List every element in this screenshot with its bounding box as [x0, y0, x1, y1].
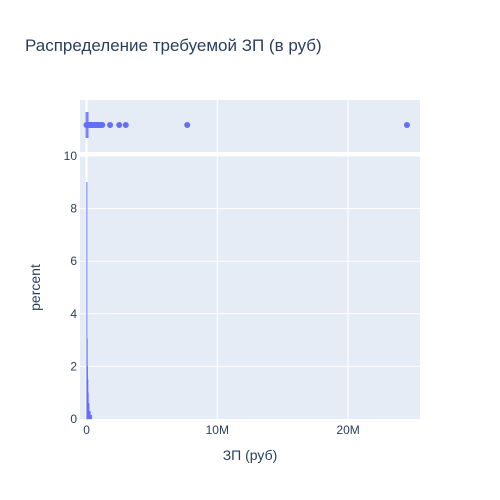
chart-title: Распределение требуемой ЗП (в руб) [25, 36, 322, 55]
histogram-bar [90, 414, 92, 420]
rug-point [184, 122, 191, 128]
rug-point [99, 122, 106, 128]
x-axis-title: ЗП (руб) [223, 447, 278, 463]
y-tick-label: 4 [70, 307, 77, 321]
rug-point [107, 122, 114, 128]
y-tick-label: 8 [70, 202, 77, 216]
x-tick-labels: 0 10M 20M [83, 423, 360, 437]
y-tick-label: 10 [64, 149, 78, 163]
rug-point [116, 122, 123, 128]
rug-points [83, 112, 410, 138]
marginal-rug-panel [80, 100, 420, 152]
histogram-plot-area [80, 156, 420, 419]
x-tick-label: 10M [206, 423, 229, 437]
y-tick-label: 0 [70, 412, 77, 426]
x-tick-label: 20M [336, 423, 359, 437]
y-tick-labels: 0 2 4 6 8 10 [64, 149, 78, 426]
rug-point [403, 122, 410, 128]
x-tick-label: 0 [83, 423, 90, 437]
y-tick-label: 2 [70, 359, 77, 373]
y-axis-title: percent [27, 264, 43, 311]
y-tick-label: 6 [70, 254, 77, 268]
histogram-bars [86, 182, 92, 420]
histogram-bar [89, 410, 91, 420]
rug-point [122, 122, 129, 128]
